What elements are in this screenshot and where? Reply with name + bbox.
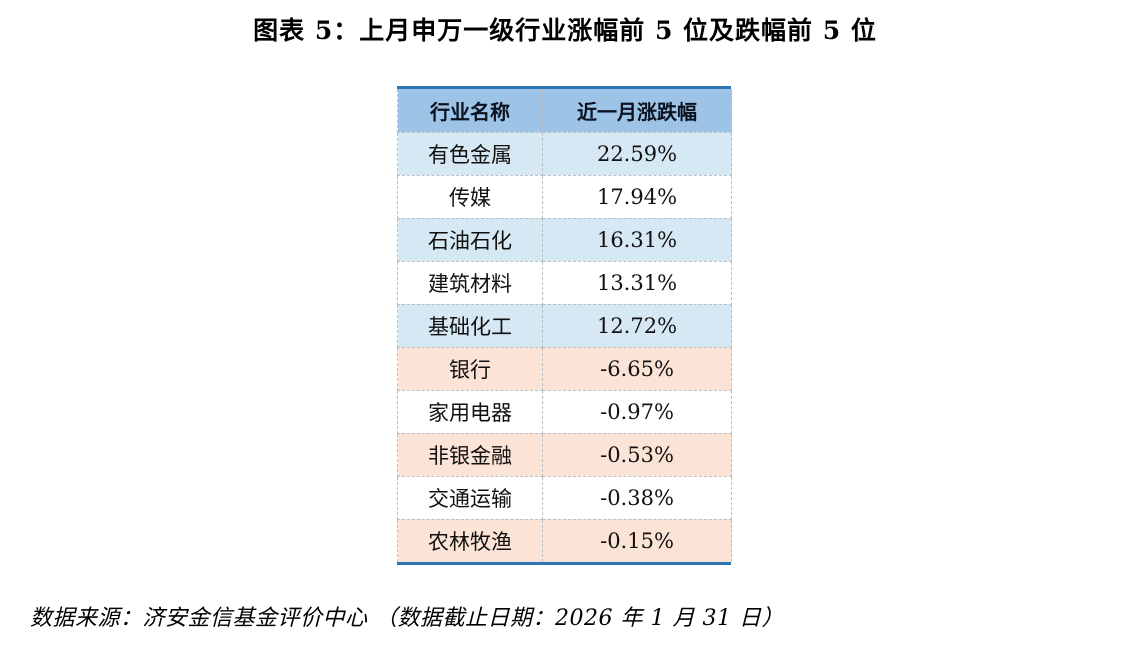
industry-change-table-wrap: 行业名称 近一月涨跌幅 有色金属 22.59% 传媒 17.94% 石油石化 16.31% 建… (397, 86, 732, 565)
industry-name-cell: 有色金属 (397, 131, 543, 176)
industry-name-cell: 基础化工 (397, 303, 543, 348)
monthly-change-cell: -0.38% (542, 475, 732, 520)
table-header-row: 行业名称 近一月涨跌幅 (397, 89, 732, 133)
industry-name-cell: 建筑材料 (397, 260, 543, 305)
table-row: 农林牧渔 -0.15% (397, 518, 732, 562)
table-row: 传媒 17.94% (397, 174, 732, 219)
monthly-change-cell: -6.65% (542, 346, 732, 391)
industry-name-cell: 石油石化 (397, 217, 543, 262)
table-row: 家用电器 -0.97% (397, 389, 732, 434)
industry-name-cell: 家用电器 (397, 389, 543, 434)
monthly-change-cell: 16.31% (542, 217, 732, 262)
column-header-industry: 行业名称 (397, 89, 543, 133)
data-source-note: 数据来源：济安金信基金评价中心 （数据截止日期：2026 年 1 月 31 日） (30, 606, 784, 631)
figure-title: 图表 5：上月申万一级行业涨幅前 5 位及跌幅前 5 位 (253, 16, 877, 45)
table-row: 非银金融 -0.53% (397, 432, 732, 477)
monthly-change-cell: 13.31% (542, 260, 732, 305)
monthly-change-cell: 17.94% (542, 174, 732, 219)
industry-change-table: 行业名称 近一月涨跌幅 有色金属 22.59% 传媒 17.94% 石油石化 16.31% 建… (397, 89, 732, 562)
monthly-change-cell: -0.53% (542, 432, 732, 477)
table-row: 交通运输 -0.38% (397, 475, 732, 520)
monthly-change-cell: -0.15% (542, 518, 732, 562)
industry-name-cell: 传媒 (397, 174, 543, 219)
industry-name-cell: 农林牧渔 (397, 518, 543, 562)
table-row: 基础化工 12.72% (397, 303, 732, 348)
industry-name-cell: 银行 (397, 346, 543, 391)
table-body: 有色金属 22.59% 传媒 17.94% 石油石化 16.31% 建筑材料 13.31% 基础… (397, 131, 732, 562)
monthly-change-cell: 12.72% (542, 303, 732, 348)
column-header-change: 近一月涨跌幅 (542, 89, 732, 133)
table-row: 有色金属 22.59% (397, 131, 732, 176)
industry-name-cell: 非银金融 (397, 432, 543, 477)
table-row: 建筑材料 13.31% (397, 260, 732, 305)
monthly-change-cell: -0.97% (542, 389, 732, 434)
table-row: 银行 -6.65% (397, 346, 732, 391)
table-row: 石油石化 16.31% (397, 217, 732, 262)
industry-name-cell: 交通运输 (397, 475, 543, 520)
monthly-change-cell: 22.59% (542, 131, 732, 176)
